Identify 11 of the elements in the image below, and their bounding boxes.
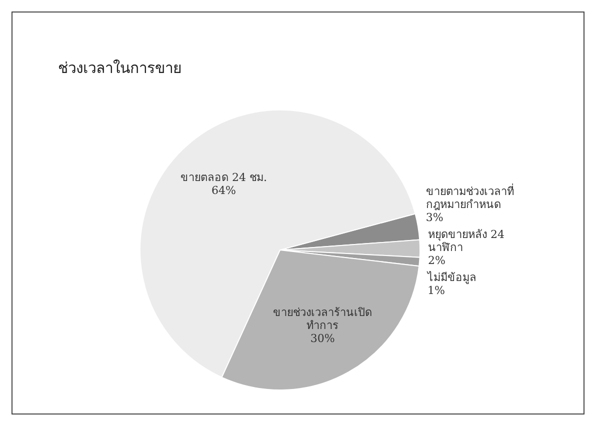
slice-label: ขายตามช่วงเวลาที่กฎหมายกำหนด: [426, 184, 514, 211]
slice-label: ขายช่วงเวลาร้านเปิดทำการ: [273, 306, 372, 332]
data-label: 3%: [426, 211, 444, 224]
slice-label: ขายตลอด 24 ชม.: [180, 170, 267, 184]
slice-label: หยุดขายหลัง 24 นาฬิกา: [428, 228, 504, 254]
data-label: 30%: [310, 332, 335, 345]
data-label: 2%: [428, 254, 446, 268]
slice-label: ไม่มีข้อมูล: [427, 270, 476, 284]
chart-title: ช่วงเวลาในการขาย: [58, 58, 182, 79]
data-label: 64%: [211, 184, 236, 197]
data-label: 1%: [427, 284, 445, 297]
